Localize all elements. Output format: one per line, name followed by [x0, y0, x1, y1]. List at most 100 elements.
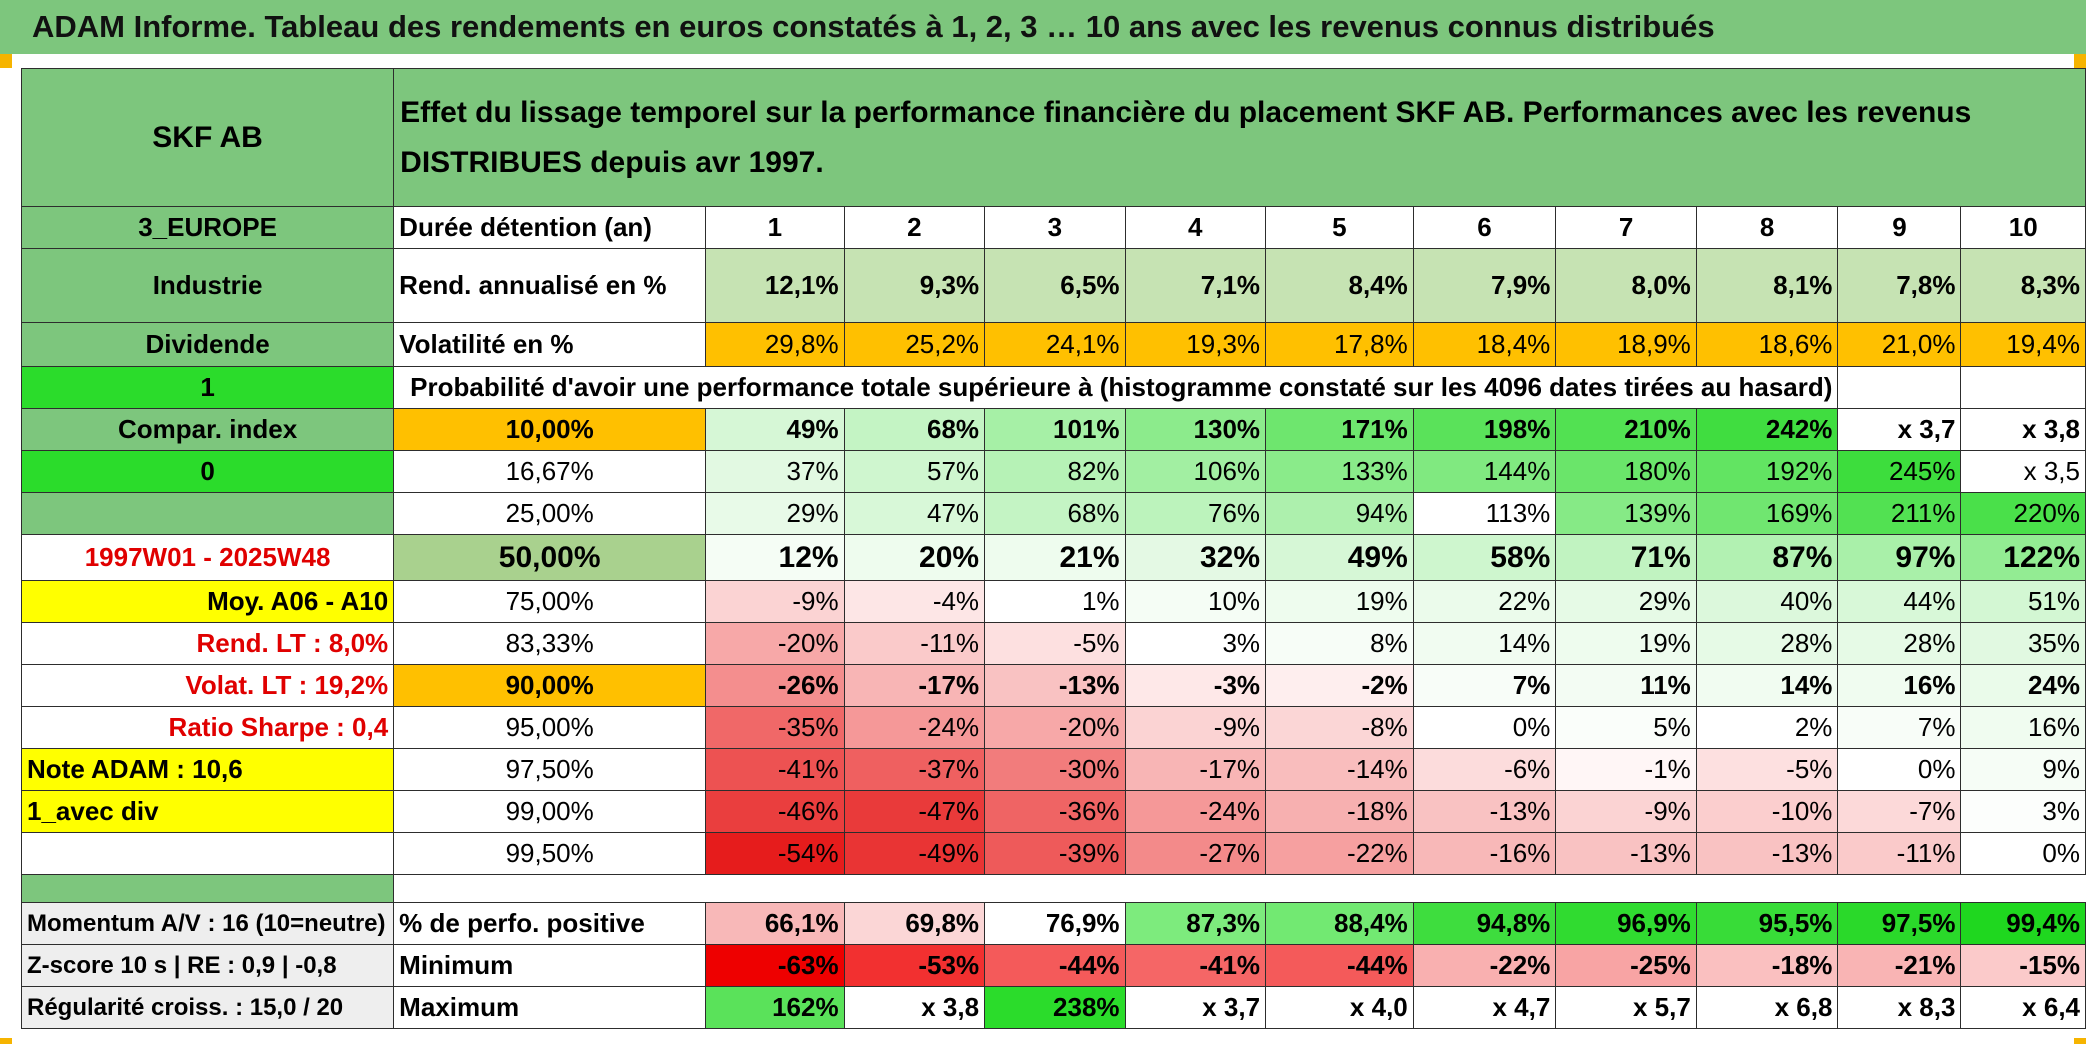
probability-value: -24%	[843, 706, 986, 749]
probability-value: 10%	[1124, 580, 1267, 623]
probability-value: 139%	[1555, 492, 1697, 535]
probability-value: -17%	[1124, 748, 1267, 791]
volat-lt-cell: Volat. LT : 19,2%	[20, 664, 395, 707]
probability-value: -35%	[705, 706, 845, 749]
probability-value: -39%	[984, 832, 1126, 875]
flag-zero-cell[interactable]: 0	[20, 450, 395, 493]
probability-value: -10%	[1695, 790, 1839, 833]
vol-value: 17,8%	[1265, 322, 1414, 367]
probability-value: 106%	[1124, 450, 1267, 493]
summary-value: -15%	[1960, 944, 2086, 987]
year-header: 4	[1124, 206, 1267, 249]
sheet-description: Effet du lissage temporel sur la perform…	[393, 68, 2086, 207]
probability-value: 49%	[1265, 534, 1414, 581]
probability-value: 12%	[705, 534, 845, 581]
corner-marker	[2074, 54, 2086, 68]
vol-value: 18,4%	[1412, 322, 1557, 367]
probability-value: 22%	[1412, 580, 1557, 623]
year-header: 5	[1265, 206, 1414, 249]
type-cell: Dividende	[20, 322, 395, 367]
probability-value: 24%	[1960, 664, 2086, 707]
probability-value: -54%	[705, 832, 845, 875]
sector-cell: Industrie	[20, 248, 395, 323]
probability-value: 16%	[1960, 706, 2086, 749]
probability-value: 8%	[1265, 622, 1414, 665]
probability-value: -20%	[705, 622, 845, 665]
probability-value: 133%	[1265, 450, 1414, 493]
probability-row: Volat. LT : 19,2% 90,00% -26% -17% -13% -3% -2…	[20, 664, 2086, 707]
rend-lt-cell: Rend. LT : 8,0%	[20, 622, 395, 665]
probability-value: -9%	[705, 580, 845, 623]
probability-value: 94%	[1265, 492, 1414, 535]
probability-value: -6%	[1412, 748, 1557, 791]
rend-label: Rend. annualisé en %	[393, 248, 707, 323]
performance-sheet: SKF AB Effet du lissage temporel sur la …	[20, 68, 2086, 1029]
probability-value: 245%	[1837, 450, 1962, 493]
vol-value: 25,2%	[843, 322, 986, 367]
region-cell: 3_EUROPE	[20, 206, 395, 249]
probability-value: 35%	[1960, 622, 2086, 665]
performance-table: SKF AB Effet du lissage temporel sur la …	[20, 68, 2086, 1029]
probability-value: 7%	[1412, 664, 1557, 707]
probability-value: -27%	[1124, 832, 1267, 875]
probability-value: 20%	[843, 534, 986, 581]
probability-value: 101%	[984, 408, 1126, 451]
vol-value: 18,6%	[1695, 322, 1839, 367]
probability-value: 28%	[1695, 622, 1839, 665]
summary-value: 69,8%	[843, 902, 986, 945]
summary-label: Minimum	[393, 944, 707, 987]
summary-value: -41%	[1124, 944, 1267, 987]
probability-value: 40%	[1695, 580, 1839, 623]
probability-value: -13%	[984, 664, 1126, 707]
year-header: 10	[1960, 206, 2086, 249]
probability-value: 71%	[1555, 534, 1697, 581]
probability-value: 211%	[1837, 492, 1962, 535]
div-cell: 1_avec div	[20, 790, 395, 833]
summary-value: -18%	[1695, 944, 1839, 987]
note-cell: Note ADAM : 10,6	[20, 748, 395, 791]
probability-value: 19%	[1265, 580, 1414, 623]
probability-value: 37%	[705, 450, 845, 493]
probability-value: 144%	[1412, 450, 1557, 493]
year-header: 9	[1837, 206, 1962, 249]
year-header: 2	[843, 206, 986, 249]
probability-value: 2%	[1695, 706, 1839, 749]
probability-value: 87%	[1695, 534, 1839, 581]
summary-value: 95,5%	[1695, 902, 1839, 945]
summary-value: 97,5%	[1837, 902, 1962, 945]
period-cell: 1997W01 - 2025W48	[20, 534, 395, 581]
probability-value: 21%	[984, 534, 1126, 581]
flag-one-cell[interactable]: 1	[20, 366, 395, 409]
probability-value: 29%	[1555, 580, 1697, 623]
probability-value: 14%	[1412, 622, 1557, 665]
vol-value: 24,1%	[984, 322, 1126, 367]
summary-value: x 6,8	[1695, 986, 1839, 1029]
probability-value: x 3,7	[1837, 408, 1962, 451]
probability-value: -14%	[1265, 748, 1414, 791]
summary-value: -44%	[984, 944, 1126, 987]
vol-label: Volatilité en %	[393, 322, 707, 367]
probability-value: -36%	[984, 790, 1126, 833]
probability-value: -3%	[1124, 664, 1267, 707]
probability-value: 58%	[1412, 534, 1557, 581]
summary-value: 87,3%	[1124, 902, 1267, 945]
probability-value: -22%	[1265, 832, 1414, 875]
probability-value: 14%	[1695, 664, 1839, 707]
probability-value: 7%	[1837, 706, 1962, 749]
probability-value: -16%	[1412, 832, 1557, 875]
year-header: 8	[1695, 206, 1839, 249]
probability-value: 57%	[843, 450, 986, 493]
rend-value: 7,1%	[1124, 248, 1267, 323]
probability-value: -41%	[705, 748, 845, 791]
probability-value: -18%	[1265, 790, 1414, 833]
threshold-label: 16,67%	[393, 450, 707, 493]
threshold-label: 95,00%	[393, 706, 707, 749]
corner-marker	[0, 54, 12, 68]
probability-row: Ratio Sharpe : 0,4 95,00% -35% -24% -20% -9% -…	[20, 706, 2086, 749]
corner-marker	[0, 1038, 12, 1044]
vol-value: 29,8%	[705, 322, 845, 367]
compar-index-cell: Compar. index	[20, 408, 395, 451]
summary-label: % de perfo. positive	[393, 902, 707, 945]
rend-value: 8,4%	[1265, 248, 1414, 323]
probability-value: x 3,5	[1960, 450, 2086, 493]
